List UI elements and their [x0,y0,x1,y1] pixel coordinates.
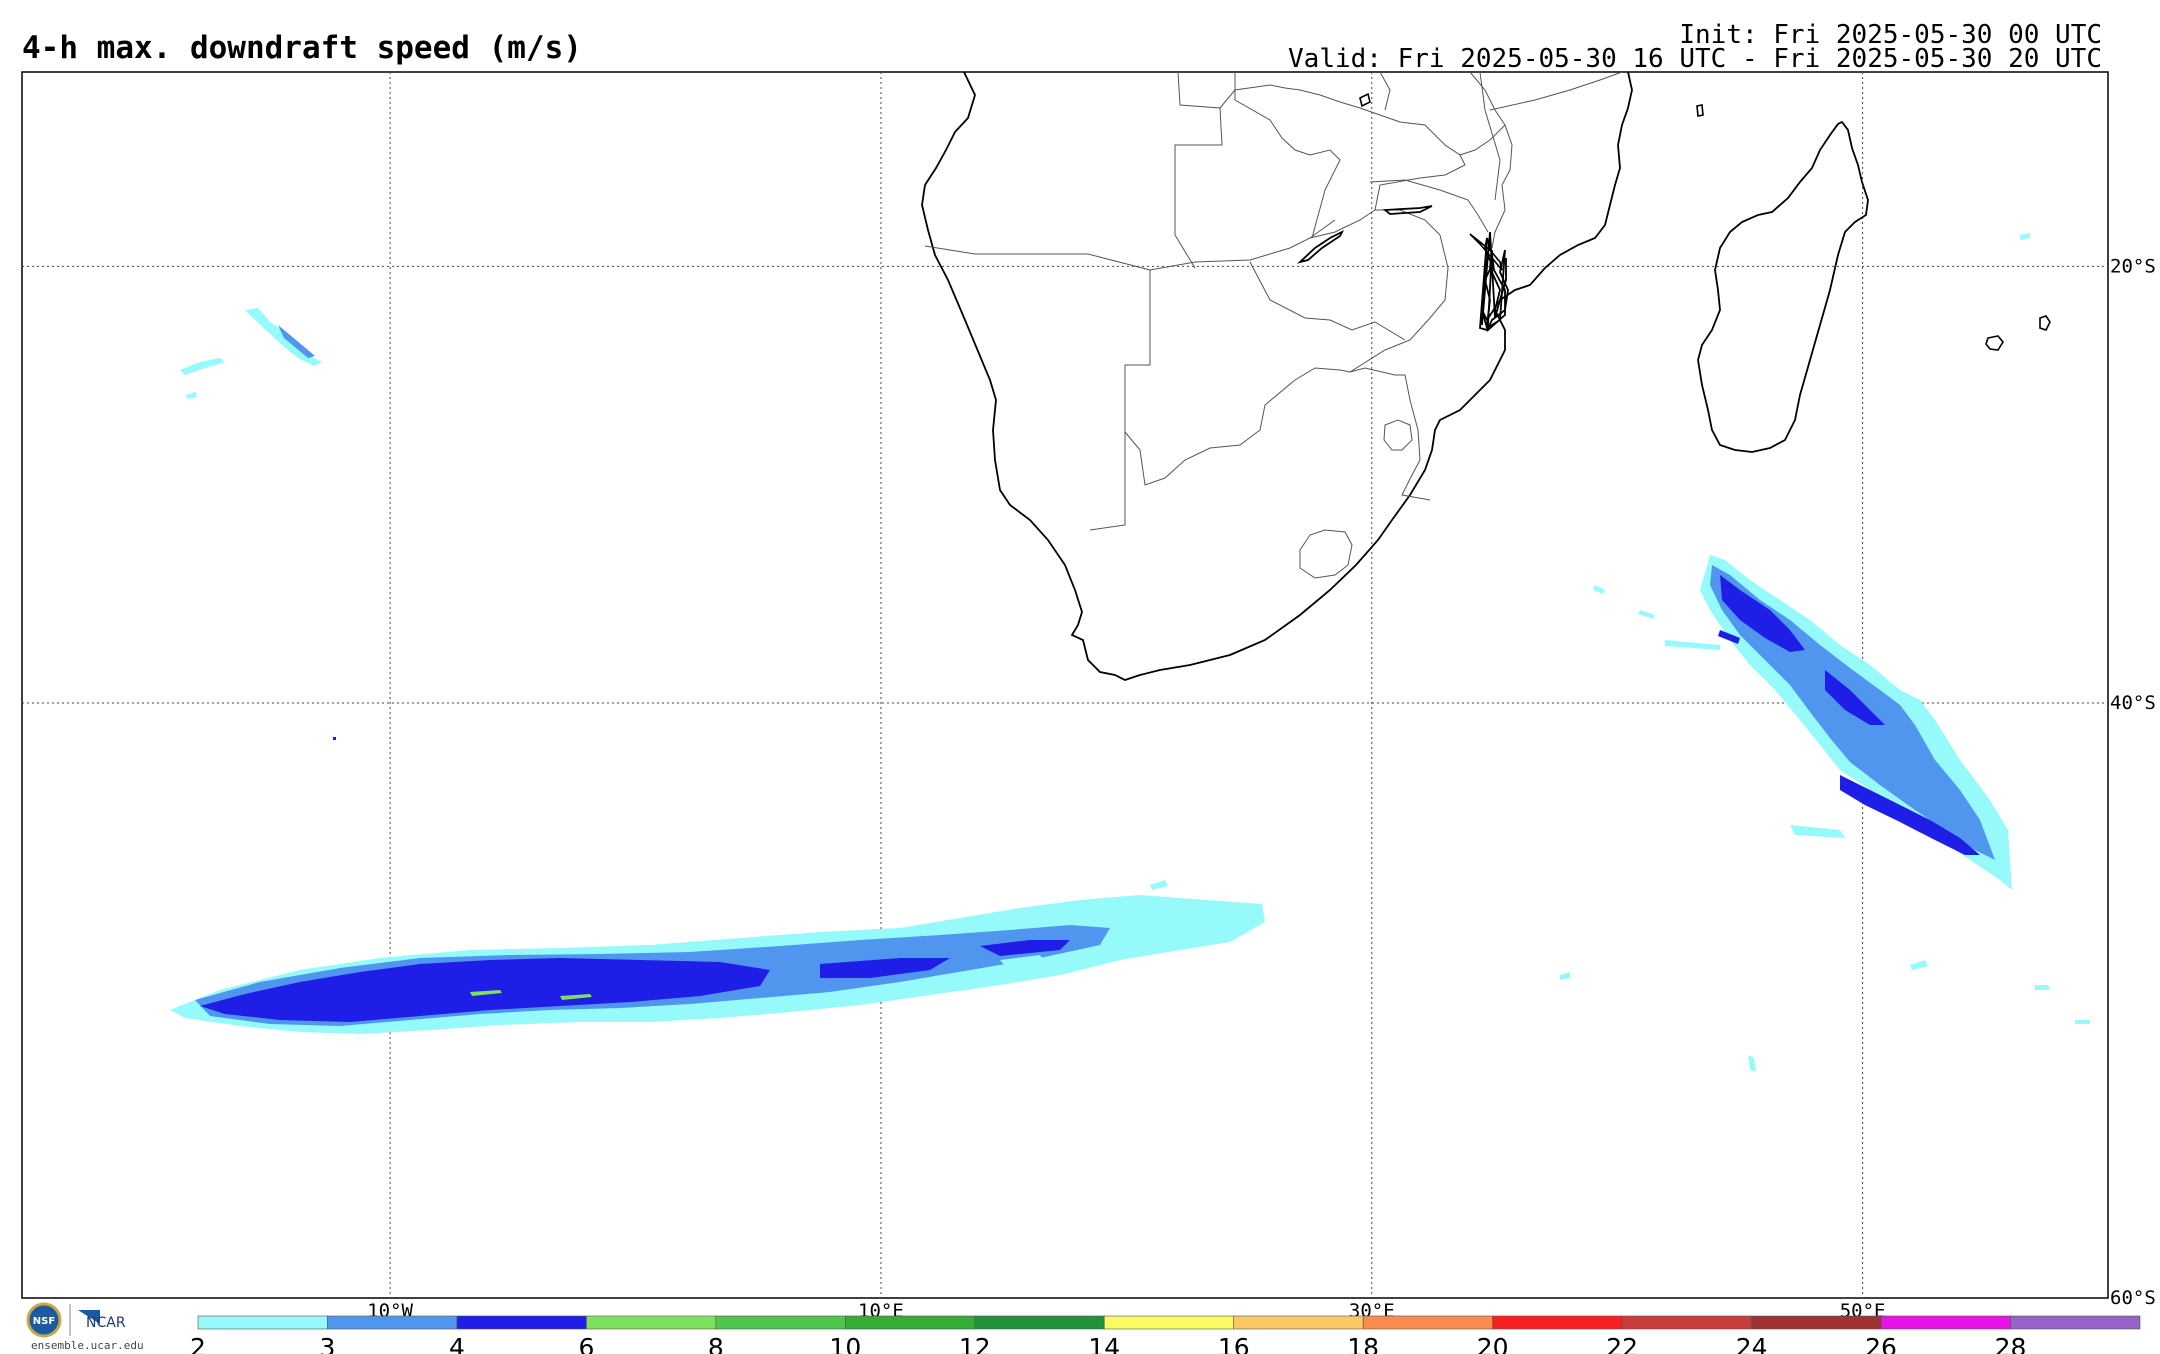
colorbar-tick-label: 2 [190,1333,206,1354]
comoros-island [1696,104,1704,117]
mauritius-island [2039,315,2051,331]
colorbar-swatch [2010,1315,2141,1330]
map-frame [21,71,2109,1299]
site-url: ensemble.ucar.edu [31,1339,144,1352]
colorbar-swatch [197,1315,328,1330]
svg-text:NSF: NSF [33,1316,55,1327]
madagascar-coastline [1697,120,1869,453]
colorbar-swatch [586,1315,717,1330]
colorbar-swatch [1751,1315,1882,1330]
east-africa-coastline [1479,72,1633,332]
colorbar-tick-label: 3 [320,1333,336,1354]
logos: NSF NCAR [22,1300,162,1354]
colorbar-tick-label: 8 [708,1333,724,1354]
valid-time: Valid: Fri 2025-05-30 16 UTC - Fri 2025-… [1288,44,2102,74]
colorbar-tick-label: 22 [1606,1333,1638,1354]
colorbar-tick-label: 10 [829,1333,861,1354]
ncar-logo: NCAR [78,1310,126,1331]
colorbar-tick-label: 20 [1477,1333,1509,1354]
lake-victoria-fragment [1359,92,1371,108]
colorbar-swatch [1233,1315,1364,1330]
colorbar-swatch [1103,1315,1235,1330]
country-borders [924,72,1623,579]
colorbar-tick-label: 16 [1218,1333,1250,1354]
colorbar-tick-label: 4 [449,1333,465,1354]
downdraft-field [170,233,2090,1072]
colorbar-swatch [974,1315,1105,1330]
map-title: 4-h max. downdraft speed (m/s) [22,30,582,66]
colorbar-tick-label: 24 [1736,1333,1768,1354]
colorbar-tick-label: 14 [1088,1333,1120,1354]
graticule [22,72,2108,1298]
colorbar-swatch [1492,1315,1623,1330]
colorbar-swatch [1621,1315,1752,1330]
colorbar-tick-label: 26 [1865,1333,1897,1354]
colorbar-swatch [1880,1315,2011,1330]
lake-kariba [1296,229,1345,264]
colorbar-swatch [327,1315,458,1330]
colorbar-swatch [456,1315,587,1330]
colorbar-tick-label: 6 [578,1333,594,1354]
init-time: Init: Fri 2025-05-30 00 UTC [1679,20,2102,50]
parallel-label: 40°S [2110,692,2156,714]
colorbar-swatch [845,1315,976,1330]
reunion-island [1985,335,2004,351]
lake-cahora-bassa [1382,205,1433,215]
colorbar-tick-label: 18 [1347,1333,1379,1354]
svg-text:NCAR: NCAR [86,1315,126,1331]
colorbar-tick-label: 28 [1995,1333,2027,1354]
lake-malawi [1469,233,1503,271]
colorbar-swatch [715,1315,846,1330]
colorbar-swatch [1362,1315,1493,1330]
colorbar-tick-label: 12 [959,1333,991,1354]
parallel-label: 20°S [2110,255,2156,277]
parallel-label: 60°S [2110,1287,2156,1309]
nsf-logo: NSF [26,1302,62,1338]
colorbar: 2 3 4 6 8 10 12 14 16 18 20 22 24 26 28 [190,1315,2141,1354]
map-panel: 10°W 10°E 30°E 50°E20°S40°S60°S [21,71,2156,1322]
